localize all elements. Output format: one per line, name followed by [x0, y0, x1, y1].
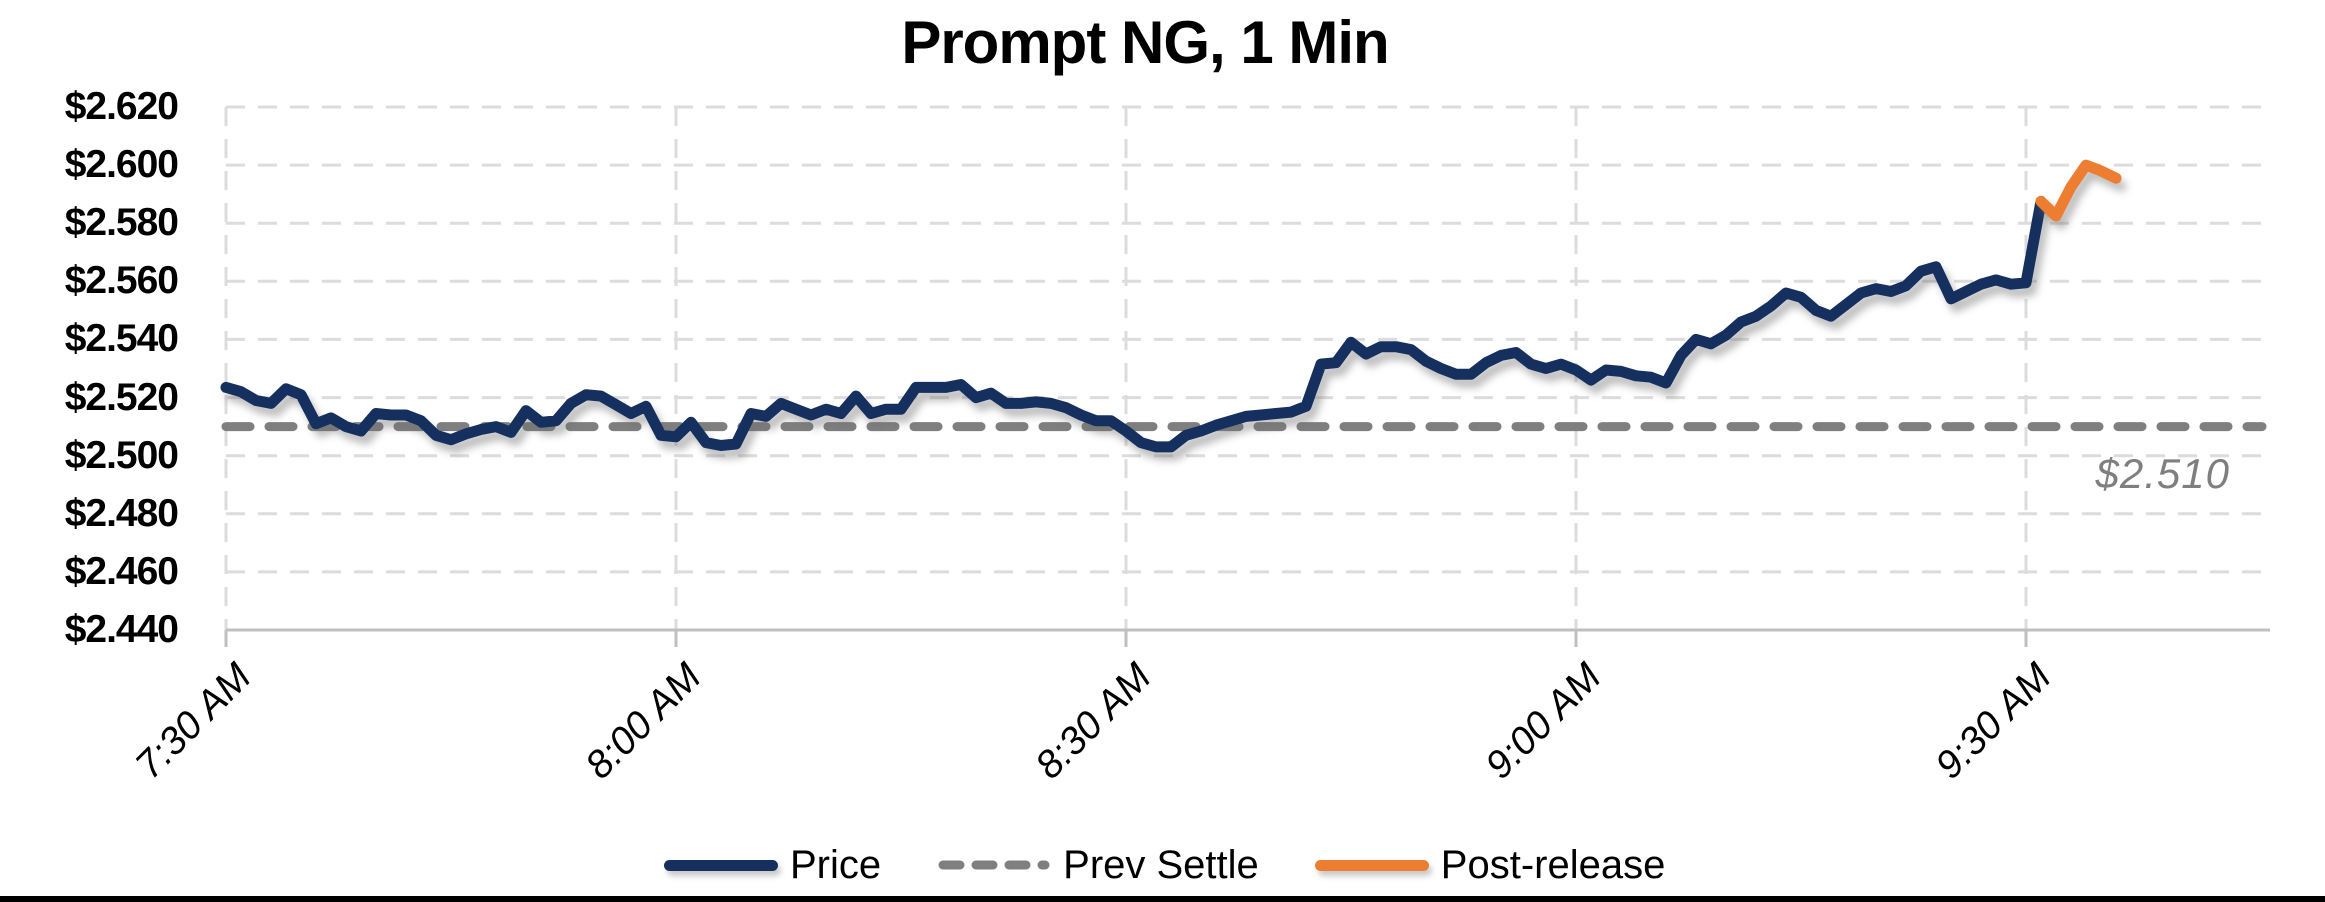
legend-item-prev-settle: Prev Settle	[937, 843, 1259, 887]
legend-label-post-release: Post-release	[1440, 843, 1666, 887]
y-axis-tick-label: $2.480	[64, 491, 179, 535]
price-line	[220, 195, 2047, 453]
prev-settle-dash-swatch-icon	[938, 860, 1050, 870]
prev-settle-annotation: $2.510	[2095, 450, 2230, 497]
y-axis-tick-label: $2.560	[64, 259, 179, 303]
legend-item-post-release: Post-release	[1314, 843, 1666, 887]
y-axis-tick-label: $2.580	[64, 201, 179, 245]
y-axis-tick-label: $2.440	[64, 608, 179, 651]
window-bottom-border	[0, 896, 2325, 902]
y-axis-tick-label: $2.620	[64, 85, 179, 128]
y-axis-tick-label: $2.520	[64, 375, 179, 419]
legend-label-prev-settle: Prev Settle	[1063, 843, 1259, 887]
legend-item-price: Price	[664, 843, 881, 887]
post-release-line	[2035, 159, 2122, 222]
legend-label-price: Price	[790, 843, 882, 887]
post-release-line-swatch-icon	[1314, 859, 1429, 871]
chart-legend: Price Prev Settle Post-release	[664, 843, 1721, 887]
y-axis-tick-label: $2.460	[64, 549, 179, 593]
y-axis-tick-label: $2.600	[64, 143, 179, 187]
y-axis-tick-label: $2.500	[64, 433, 179, 477]
price-line-swatch-icon	[664, 859, 778, 871]
y-axis-tick-label: $2.540	[64, 317, 179, 361]
chart-title: Prompt NG, 1 Min	[901, 9, 1389, 76]
